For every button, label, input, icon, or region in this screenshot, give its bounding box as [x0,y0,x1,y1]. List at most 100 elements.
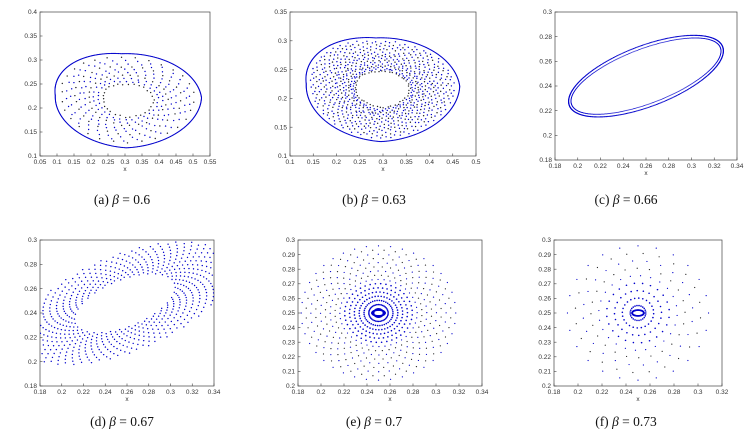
data-point [633,51,635,53]
data-point [175,95,177,97]
data-point [617,58,619,60]
data-point [430,56,433,59]
data-point [406,106,408,109]
plot-area [553,239,723,387]
data-point [699,301,701,303]
data-point [430,308,433,310]
data-point [412,82,414,84]
data-point [618,111,620,113]
data-point [179,288,181,291]
data-point [68,321,70,323]
data-point [393,352,395,354]
data-point [326,74,329,76]
data-point [118,268,120,270]
data-point [377,113,379,115]
data-point [137,322,139,324]
data-point [78,80,81,83]
subplot-b: 0.1 0.15 0.2 0.25 0.3 0.35 0.4 0.45 0.50.10.150.… [274,9,481,173]
data-point [369,108,371,111]
data-point [72,291,74,293]
data-point [175,241,177,243]
data-point [194,278,196,280]
data-point [184,104,186,106]
data-point [668,98,670,100]
data-point [370,53,373,55]
data-point [83,115,85,117]
data-point [397,311,399,314]
data-point [662,41,664,43]
data-point [86,336,89,339]
data-point [173,268,176,271]
data-point [347,81,350,83]
data-point [336,271,339,273]
data-point [357,131,359,133]
data-point [417,89,420,91]
data-point [75,299,77,301]
data-point [384,53,387,56]
data-point [355,96,357,99]
data-point [366,320,369,323]
data-point [166,306,169,309]
data-point [647,103,649,105]
data-point [620,114,622,116]
data-point [144,112,146,114]
data-point [425,276,427,278]
data-point [685,37,687,39]
data-point [449,102,452,104]
data-point [388,69,391,71]
data-point [113,122,115,124]
data-point [219,285,220,286]
data-point [86,356,89,358]
data-point [394,50,397,52]
data-point [436,112,438,114]
data-point [357,44,360,46]
data-point [135,72,138,74]
data-point [620,296,622,299]
data-point [702,75,704,77]
data-point [697,78,699,80]
data-point [20,334,21,335]
data-point [409,65,412,67]
x-tick-label: 0.2 [316,389,325,396]
data-point [361,99,363,101]
data-point [646,260,648,263]
data-point [329,77,332,80]
data-point [226,269,227,270]
data-point [397,68,400,70]
data-point [101,341,104,343]
data-point [131,327,133,330]
data-point [98,348,100,351]
data-point [688,88,690,90]
data-point [692,85,694,87]
data-point [372,328,374,330]
data-point [419,347,421,350]
data-point [153,114,155,116]
data-point [176,244,178,246]
data-point [423,93,425,95]
data-point [384,312,386,315]
data-point [397,116,399,119]
data-point [432,346,434,349]
data-point [642,252,644,255]
data-point [422,115,425,117]
data-point [149,256,152,258]
data-point [78,290,81,292]
data-point [363,49,365,52]
data-point [408,59,410,62]
data-point [350,106,352,108]
data-point [591,73,593,75]
data-point [78,98,81,101]
data-point [209,248,211,250]
data-point [69,326,71,328]
data-point [108,86,110,88]
data-point [333,103,335,106]
data-point [191,294,194,296]
data-point [126,142,129,144]
data-point [85,85,87,88]
data-point [92,96,94,98]
data-point [433,66,436,69]
data-point [343,90,345,92]
data-point [117,273,119,275]
data-point [160,132,162,134]
data-point [354,120,357,123]
